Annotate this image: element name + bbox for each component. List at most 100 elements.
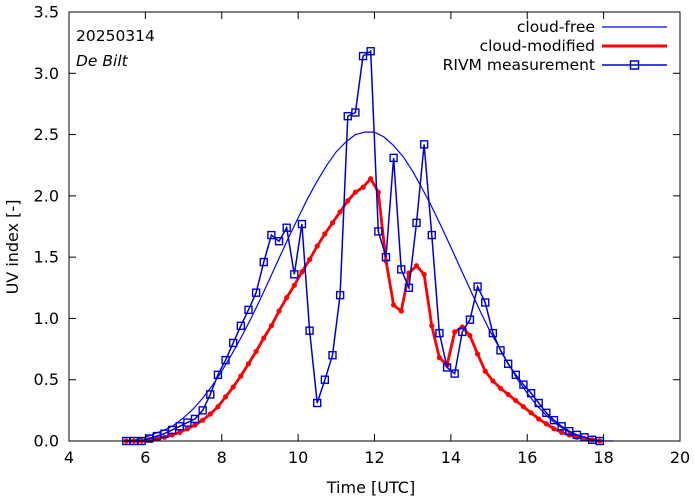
point-cloud-modified <box>543 421 549 427</box>
point-cloud-modified <box>299 269 305 275</box>
point-cloud-modified <box>528 410 534 416</box>
point-cloud-modified <box>352 189 359 195</box>
point-rivm-measurement <box>236 321 246 330</box>
x-tick-label: 14 <box>441 448 461 467</box>
point-cloud-modified <box>207 411 213 417</box>
point-cloud-modified <box>368 176 374 182</box>
point-cloud-modified <box>513 397 519 404</box>
point-cloud-modified <box>261 335 267 341</box>
point-rivm-measurement <box>458 327 467 337</box>
point-rivm-measurement <box>328 351 337 360</box>
point-rivm-measurement <box>503 359 513 368</box>
point-rivm-measurement <box>511 370 520 380</box>
x-tick-label: 18 <box>593 448 613 467</box>
x-tick-label: 10 <box>288 448 308 467</box>
point-cloud-modified <box>276 308 282 314</box>
point-rivm-measurement <box>465 315 475 324</box>
point-cloud-modified <box>398 308 404 314</box>
series-group <box>122 47 614 446</box>
y-axis-label: UV index [-] <box>3 200 22 295</box>
point-cloud-modified <box>284 294 290 301</box>
point-cloud-modified <box>559 429 565 436</box>
point-cloud-modified <box>329 220 336 226</box>
x-axis-label: Time [UTC] <box>326 478 415 497</box>
y-tick-label: 0.5 <box>34 370 59 389</box>
x-tick-label: 4 <box>64 448 74 467</box>
point-rivm-measurement <box>404 283 414 292</box>
y-tick-label: 2.0 <box>34 186 59 205</box>
point-rivm-measurement <box>534 398 543 408</box>
point-rivm-measurement <box>526 388 536 398</box>
point-rivm-measurement <box>206 390 215 399</box>
point-cloud-modified <box>475 351 481 357</box>
axis-tick-labels: 4 6 8 10 12 14 16 18 20 0.0 0.5 1.0 1.5 2.0 2.5 3.0 3.5 <box>34 3 691 468</box>
point-rivm-measurement <box>435 328 444 338</box>
point-cloud-modified <box>215 404 221 410</box>
point-cloud-modified <box>497 385 504 391</box>
y-tick-label: 0.0 <box>34 432 59 451</box>
point-cloud-modified <box>200 417 206 423</box>
point-rivm-measurement <box>251 288 261 297</box>
point-rivm-measurement <box>297 219 307 229</box>
point-rivm-measurement <box>259 257 268 267</box>
y-tick-label: 1.5 <box>34 248 59 267</box>
point-rivm-measurement <box>320 375 330 384</box>
legend-label-cloud-modified: cloud-modified <box>480 37 595 55</box>
point-rivm-measurement <box>229 338 238 348</box>
x-tick-label: 16 <box>517 448 537 467</box>
point-rivm-measurement <box>496 346 505 355</box>
point-cloud-modified <box>467 332 473 339</box>
date-annotation: 20250314 <box>76 27 155 45</box>
point-rivm-measurement <box>282 223 291 232</box>
point-rivm-measurement <box>542 408 551 418</box>
legend-marker-rivm-measurement <box>629 60 640 70</box>
point-cloud-modified <box>429 323 435 329</box>
x-tick-label: 6 <box>140 448 150 467</box>
legend-label-rivm-measurement: RIVM measurement <box>443 56 595 74</box>
point-cloud-modified <box>505 391 511 398</box>
y-tick-label: 1.0 <box>34 309 59 328</box>
point-cloud-modified <box>421 271 427 277</box>
point-rivm-measurement <box>374 227 383 236</box>
point-rivm-measurement <box>519 380 528 389</box>
point-cloud-modified <box>551 426 557 432</box>
point-cloud-modified <box>360 184 366 190</box>
axis-ticks <box>68 11 681 442</box>
point-cloud-modified <box>291 282 297 288</box>
point-rivm-measurement <box>351 108 360 117</box>
point-rivm-measurement <box>549 415 559 425</box>
point-rivm-measurement <box>488 328 498 338</box>
point-cloud-modified <box>322 231 328 237</box>
point-cloud-modified <box>452 329 458 335</box>
point-rivm-measurement <box>221 355 230 365</box>
point-rivm-measurement <box>450 369 459 378</box>
x-tick-label: 8 <box>217 448 227 467</box>
point-cloud-modified <box>268 323 274 329</box>
y-tick-label: 3.0 <box>34 64 59 83</box>
x-tick-label: 12 <box>364 448 384 467</box>
point-rivm-measurement <box>427 230 436 240</box>
point-rivm-measurement <box>267 230 276 240</box>
point-rivm-measurement <box>190 414 200 424</box>
point-cloud-modified <box>436 355 443 361</box>
legend: cloud-free cloud-modified RIVM measureme… <box>443 18 667 74</box>
point-rivm-measurement <box>213 370 223 380</box>
point-rivm-measurement <box>313 398 322 408</box>
point-rivm-measurement <box>244 305 253 315</box>
point-rivm-measurement <box>358 51 368 61</box>
point-cloud-modified <box>390 302 397 308</box>
point-cloud-modified <box>245 361 252 367</box>
point-rivm-measurement <box>366 47 375 56</box>
point-rivm-measurement <box>198 406 207 415</box>
point-cloud-modified <box>238 373 244 379</box>
point-rivm-measurement <box>397 265 406 274</box>
legend-label-cloud-free: cloud-free <box>517 18 595 36</box>
point-cloud-modified <box>482 368 488 374</box>
point-rivm-measurement <box>419 140 429 149</box>
point-cloud-modified <box>184 426 190 432</box>
point-rivm-measurement <box>290 270 299 279</box>
point-rivm-measurement <box>481 298 490 307</box>
point-cloud-modified <box>337 209 343 215</box>
